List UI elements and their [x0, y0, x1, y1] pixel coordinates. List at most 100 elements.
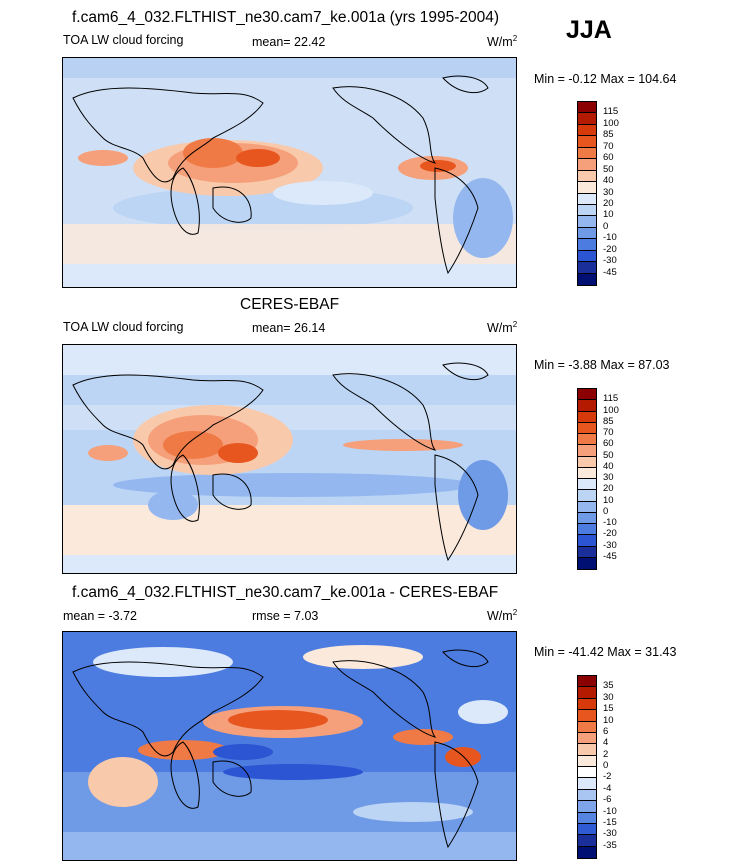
colorbar-tick-label: 30	[603, 472, 614, 483]
season-label: JJA	[566, 16, 612, 44]
colorbar-tick-label: 100	[603, 117, 619, 129]
colorbar-swatch	[578, 204, 596, 217]
colorbar-tick-label: 2	[603, 748, 609, 760]
colorbar-tick-label: 50	[603, 449, 614, 461]
colorbar-tick-label: 40	[603, 175, 614, 187]
colorbar-swatch	[578, 102, 596, 114]
colorbar-tick-label: 15	[603, 703, 614, 715]
colorbar-tick-label: -30	[603, 828, 617, 840]
colorbar-tick-label: -2	[603, 771, 612, 783]
colorbar-tick-label: 100	[603, 404, 619, 416]
colorbar-tick-label: 115	[603, 393, 619, 405]
colorbar-swatch	[578, 490, 596, 502]
panel1-title: f.cam6_4_032.FLTHIST_ne30.cam7_ke.001a (…	[72, 9, 500, 26]
colorbar-swatch	[578, 801, 596, 813]
panel2-units: W/m2	[487, 319, 518, 335]
colorbar-swatch	[578, 557, 596, 569]
colorbar-swatch	[578, 445, 596, 457]
colorbar-swatch	[578, 434, 596, 446]
colorbar-swatch	[578, 732, 596, 745]
colorbar-tick-label: 40	[603, 460, 614, 472]
colorbar-swatch	[578, 136, 596, 148]
panel1-map	[62, 57, 517, 288]
colorbar-tick-label: 70	[603, 140, 614, 152]
colorbar-swatch	[578, 778, 596, 790]
colorbar-swatch	[578, 721, 596, 733]
colorbar-swatch	[578, 227, 596, 240]
colorbar-tick-label: 30	[603, 691, 614, 703]
colorbar-tick-label: -10	[603, 805, 617, 817]
colorbar-tick-label: 50	[603, 163, 614, 175]
panel3-colorbar	[577, 675, 597, 859]
colorbar-swatch	[578, 767, 596, 779]
colorbar-tick-label: 85	[603, 415, 614, 427]
colorbar-swatch	[578, 744, 596, 756]
colorbar-tick-label: -45	[603, 266, 617, 278]
panel1-colorbar	[577, 101, 597, 286]
colorbar-swatch	[578, 755, 596, 767]
colorbar-tick-label: 4	[603, 737, 609, 749]
colorbar-tick-label: 60	[603, 438, 614, 450]
colorbar-tick-label: 30	[603, 186, 614, 198]
colorbar-tick-label: -35	[603, 839, 617, 851]
colorbar-swatch	[578, 182, 596, 194]
colorbar-swatch	[578, 113, 596, 125]
panel1-left-label: TOA LW cloud forcing	[63, 33, 184, 47]
panel3-minmax: Min = -41.42 Max = 31.43	[534, 645, 677, 659]
colorbar-swatch	[578, 216, 596, 228]
colorbar-swatch	[578, 147, 596, 160]
colorbar-tick-label: -20	[603, 243, 617, 255]
colorbar-tick-label: -15	[603, 816, 617, 828]
panel2-title: CERES-EBAF	[240, 296, 340, 313]
colorbar-swatch	[578, 456, 596, 468]
panel1-units: W/m2	[487, 33, 518, 49]
colorbar-swatch	[578, 273, 596, 285]
colorbar-tick-label: 115	[603, 106, 619, 118]
panel1-minmax: Min = -0.12 Max = 104.64	[534, 72, 677, 86]
colorbar-swatch	[578, 687, 596, 699]
colorbar-swatch	[578, 710, 596, 722]
colorbar-tick-label: 60	[603, 152, 614, 164]
colorbar-swatch	[578, 835, 596, 847]
colorbar-tick-label: 10	[603, 209, 614, 221]
colorbar-swatch	[578, 812, 596, 824]
colorbar-swatch	[578, 524, 596, 536]
colorbar-swatch	[578, 193, 596, 205]
colorbar-tick-label: 85	[603, 129, 614, 141]
colorbar-swatch	[578, 467, 596, 479]
colorbar-swatch	[578, 546, 596, 558]
colorbar-tick-label: 10	[603, 494, 614, 506]
panel3-rmse: rmse = 7.03	[252, 609, 319, 623]
panel2-map	[62, 344, 517, 574]
panel3-title: f.cam6_4_032.FLTHIST_ne30.cam7_ke.001a -…	[72, 584, 499, 601]
panel3-map	[62, 631, 517, 861]
colorbar-swatch	[578, 124, 596, 137]
panel3-units: W/m2	[487, 607, 518, 623]
colorbar-swatch	[578, 535, 596, 547]
colorbar-tick-label: -20	[603, 528, 617, 540]
colorbar-swatch	[578, 250, 596, 263]
panel2-mean: mean= 26.14	[252, 321, 326, 335]
colorbar-swatch	[578, 170, 596, 183]
colorbar-tick-label: 70	[603, 427, 614, 438]
panel3-mean: mean = -3.72	[63, 609, 138, 623]
colorbar-swatch	[578, 846, 596, 858]
colorbar-tick-label: 0	[603, 505, 609, 517]
colorbar-swatch	[578, 479, 596, 491]
colorbar-tick-label: 0	[603, 220, 609, 232]
colorbar-swatch	[578, 823, 596, 836]
colorbar-tick-label: 6	[603, 725, 609, 737]
colorbar-swatch	[578, 400, 596, 412]
panel2-minmax: Min = -3.88 Max = 87.03	[534, 358, 670, 372]
colorbar-tick-label: -10	[603, 232, 617, 244]
panel2-colorbar	[577, 388, 597, 570]
colorbar-swatch	[578, 789, 596, 802]
colorbar-swatch	[578, 262, 596, 274]
colorbar-tick-label: -4	[603, 782, 612, 794]
colorbar-swatch	[578, 239, 596, 251]
panel2-left-label: TOA LW cloud forcing	[63, 320, 184, 334]
panel1-mean: mean= 22.42	[252, 35, 326, 49]
colorbar-tick-label: 10	[603, 714, 614, 726]
colorbar-tick-label: 20	[603, 197, 614, 209]
colorbar-swatch	[578, 159, 596, 171]
